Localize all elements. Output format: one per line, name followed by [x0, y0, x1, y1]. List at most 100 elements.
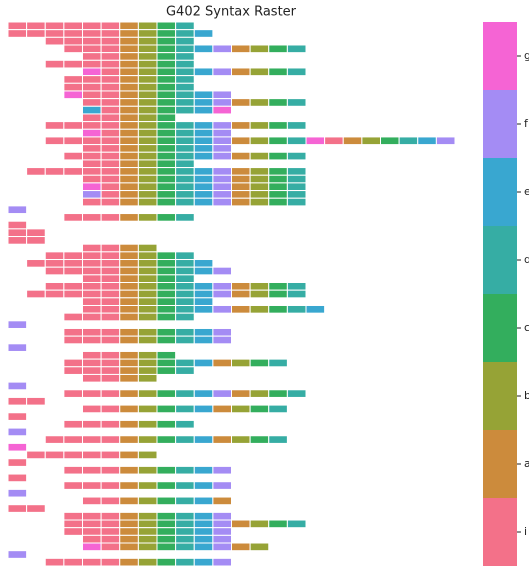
cell	[82, 312, 102, 322]
cell	[268, 44, 288, 54]
cell	[231, 304, 251, 314]
cell	[286, 190, 307, 199]
cell	[175, 197, 195, 207]
cell	[119, 128, 139, 138]
cell	[249, 389, 270, 398]
cell	[63, 151, 83, 161]
cell	[119, 113, 139, 123]
cell	[63, 312, 83, 322]
cell	[286, 44, 307, 54]
cell	[100, 21, 121, 31]
cell	[63, 90, 83, 100]
cell	[268, 197, 288, 207]
cell	[100, 182, 121, 192]
cell	[156, 481, 177, 490]
cell	[63, 289, 83, 299]
cell	[82, 251, 102, 261]
cell	[119, 121, 139, 130]
cell	[82, 243, 102, 253]
cell	[119, 373, 139, 383]
cell	[137, 519, 158, 529]
cell	[156, 511, 177, 521]
cell	[100, 197, 121, 207]
cell	[212, 404, 232, 414]
cell	[175, 404, 195, 414]
cell	[305, 136, 326, 146]
cell	[175, 389, 195, 398]
cell	[175, 151, 195, 161]
cell	[156, 144, 177, 153]
cell	[119, 419, 139, 429]
cell	[119, 105, 139, 115]
cell	[156, 527, 177, 536]
cell	[82, 266, 102, 276]
cell	[82, 105, 102, 115]
cell	[137, 289, 158, 299]
cell	[137, 190, 158, 199]
cell	[82, 182, 102, 192]
cell	[212, 190, 232, 199]
cell	[119, 159, 139, 169]
cell	[249, 151, 270, 161]
cell	[82, 304, 102, 314]
cell	[119, 557, 139, 567]
cell	[119, 366, 139, 375]
cell	[44, 557, 65, 567]
cell	[231, 542, 251, 552]
cell	[82, 59, 102, 69]
cell	[156, 113, 177, 123]
cell	[212, 327, 232, 337]
cell	[100, 350, 121, 360]
cell	[156, 435, 177, 444]
colorbar-label: a	[524, 457, 529, 470]
cell	[44, 259, 65, 268]
cell	[119, 251, 139, 261]
cell	[212, 121, 232, 130]
cell	[7, 504, 28, 513]
cell	[100, 542, 121, 552]
cell	[137, 481, 158, 490]
cell	[26, 29, 46, 38]
cell	[7, 343, 28, 352]
colorbar-swatch	[483, 22, 517, 90]
cell	[249, 174, 270, 184]
cell	[119, 496, 139, 506]
cell	[82, 151, 102, 161]
cell	[119, 465, 139, 475]
cell	[26, 167, 46, 176]
colorbar-swatch	[483, 498, 517, 566]
cell	[193, 465, 214, 475]
cell	[100, 98, 121, 107]
cell	[26, 228, 46, 238]
cell	[137, 557, 158, 567]
cell	[119, 82, 139, 92]
cell	[100, 167, 121, 176]
cell	[82, 289, 102, 299]
cell	[63, 21, 83, 31]
cell	[249, 98, 270, 107]
cell	[175, 136, 195, 146]
cell	[119, 136, 139, 146]
cell	[119, 151, 139, 161]
cell	[137, 59, 158, 69]
cell	[63, 527, 83, 536]
cell	[82, 98, 102, 107]
cell	[7, 21, 28, 31]
cell	[156, 465, 177, 475]
cell	[119, 174, 139, 184]
cell	[44, 29, 65, 38]
cell	[212, 98, 232, 107]
cell	[286, 167, 307, 176]
cell	[44, 289, 65, 299]
cell	[137, 121, 158, 130]
cell	[212, 304, 232, 314]
cell	[82, 542, 102, 552]
cell	[100, 44, 121, 54]
cell	[193, 481, 214, 490]
cell	[249, 304, 270, 314]
cell	[100, 557, 121, 567]
cell	[44, 36, 65, 46]
cell	[119, 289, 139, 299]
cell	[156, 67, 177, 77]
cell	[212, 282, 232, 291]
